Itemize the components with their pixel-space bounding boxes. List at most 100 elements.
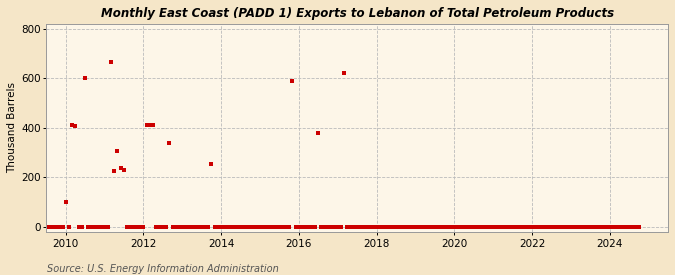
Point [400,225,411,229]
Point [173,225,184,229]
Point [429,225,440,229]
Point [627,225,638,229]
Point [63,225,74,229]
Point [588,225,599,229]
Point [504,225,515,229]
Point [572,225,583,229]
Point [92,225,103,229]
Point [229,225,240,229]
Point [303,225,314,229]
Point [51,225,61,229]
Point [520,225,531,229]
Point [568,225,579,229]
Point [77,225,88,229]
Point [177,225,188,229]
Point [621,225,632,229]
Point [539,225,550,229]
Point [184,225,194,229]
Point [219,225,230,229]
Point [193,225,204,229]
Point [462,225,472,229]
Point [591,225,602,229]
Point [144,123,155,127]
Point [404,225,414,229]
Point [122,225,132,229]
Point [339,71,350,76]
Point [284,225,294,229]
Point [384,225,395,229]
Point [306,225,317,229]
Point [170,225,181,229]
Point [115,166,126,170]
Point [54,225,65,229]
Point [90,225,101,229]
Point [475,225,486,229]
Point [345,225,356,229]
Point [44,225,55,229]
Point [180,225,191,229]
Point [533,225,544,229]
Point [442,225,453,229]
Point [103,225,113,229]
Point [106,60,117,64]
Point [575,225,586,229]
Point [86,225,97,229]
Point [326,225,337,229]
Point [398,225,408,229]
Point [371,225,382,229]
Point [381,225,392,229]
Point [611,225,622,229]
Point [468,225,479,229]
Point [161,225,171,229]
Point [485,225,495,229]
Point [598,225,609,229]
Point [294,225,304,229]
Point [310,225,321,229]
Point [601,225,612,229]
Y-axis label: Thousand Barrels: Thousand Barrels [7,82,17,173]
Point [313,131,324,135]
Point [148,123,159,128]
Point [323,225,333,229]
Point [157,225,168,229]
Point [128,225,139,229]
Point [471,225,482,229]
Point [203,225,214,229]
Point [530,225,541,229]
Point [368,225,379,229]
Point [132,225,142,229]
Point [112,148,123,153]
Point [355,225,366,229]
Point [57,225,68,229]
Point [427,225,437,229]
Point [478,225,489,229]
Point [245,225,256,229]
Point [213,225,223,229]
Point [634,225,645,229]
Title: Monthly East Coast (PADD 1) Exports to Lebanon of Total Petroleum Products: Monthly East Coast (PADD 1) Exports to L… [101,7,614,20]
Point [614,225,625,229]
Point [375,225,385,229]
Point [456,225,466,229]
Point [164,141,175,145]
Point [80,76,90,80]
Point [578,225,589,229]
Point [458,225,469,229]
Point [242,225,252,229]
Point [362,225,373,229]
Point [364,225,375,229]
Point [151,225,162,229]
Point [378,225,389,229]
Point [465,225,476,229]
Point [562,225,573,229]
Point [423,225,434,229]
Point [352,225,362,229]
Point [507,225,518,229]
Point [316,225,327,229]
Point [481,225,492,229]
Point [488,225,499,229]
Point [494,225,505,229]
Point [452,225,463,229]
Point [585,225,596,229]
Point [358,225,369,229]
